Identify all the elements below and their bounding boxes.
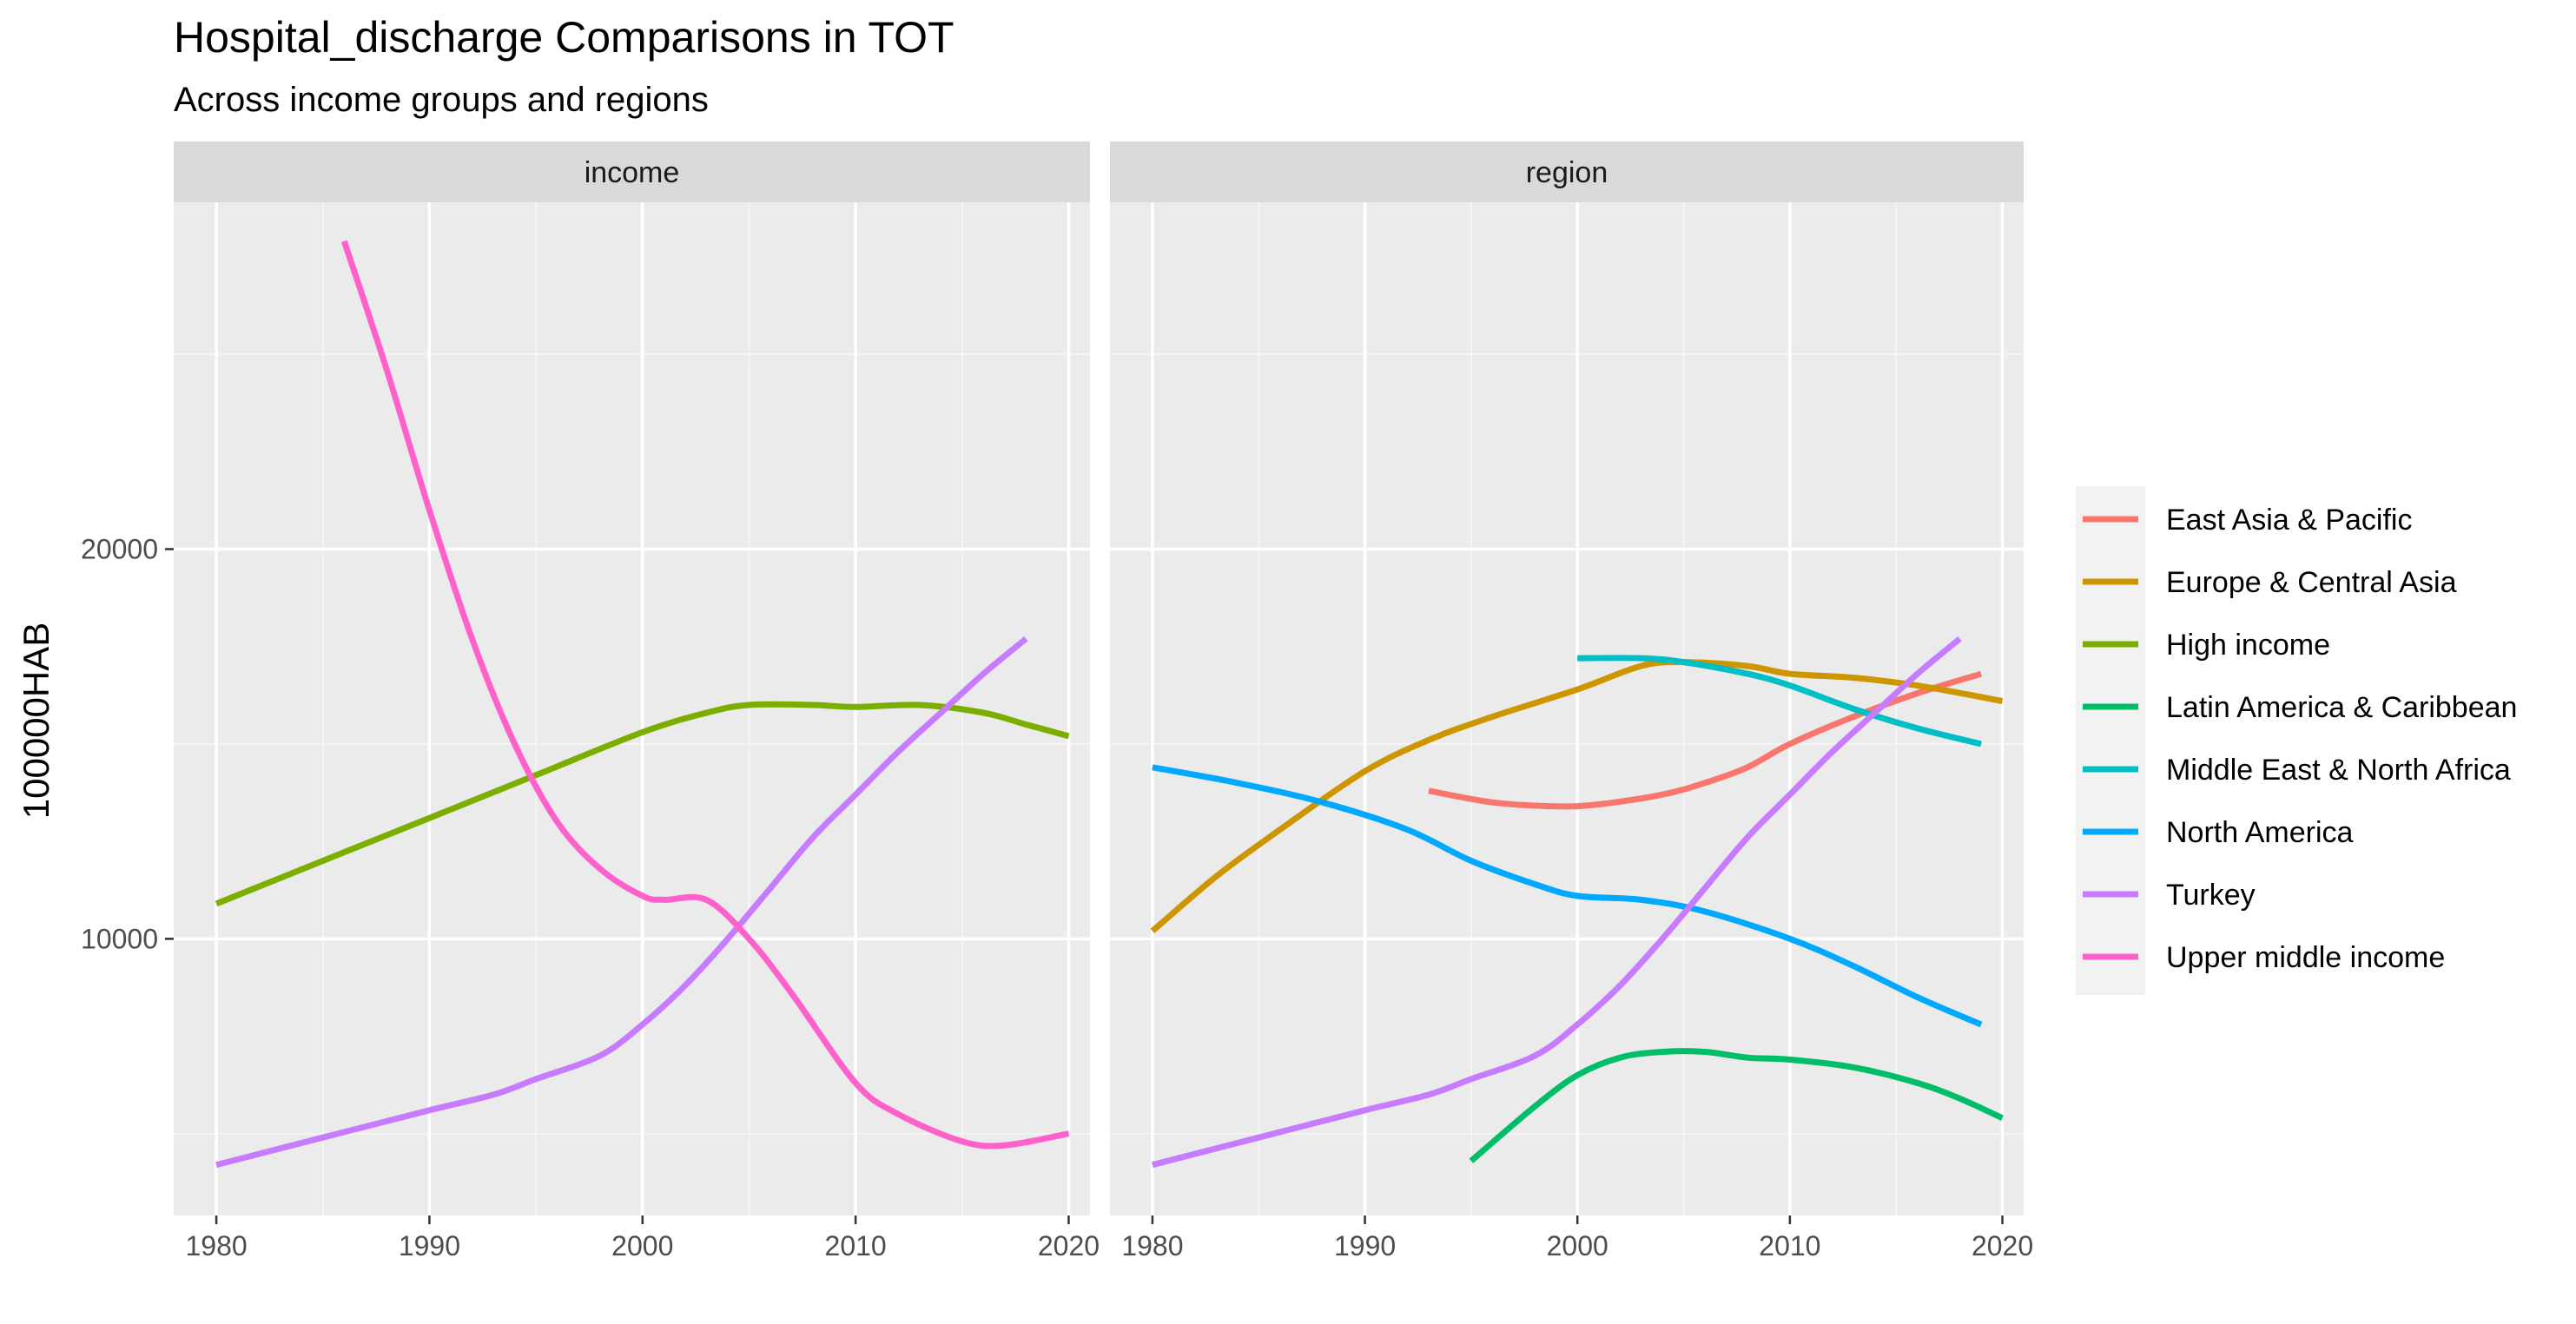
series-line-region-europe-central-asia	[1150, 659, 2004, 933]
x-tick-label-1990: 1990	[399, 1230, 460, 1261]
x-tick-label-2000: 2000	[611, 1230, 673, 1261]
series-line-region-north-america	[1152, 764, 1983, 1028]
chart-title: Hospital_discharge Comparisons in TOT	[174, 13, 954, 62]
x-tick-label-2020: 2020	[1038, 1230, 1100, 1261]
panel-region: region 1980 1990 2000 2010 2020	[1110, 142, 2033, 1261]
panel-income: income 1980 1990 2000 2010 2020 10000 20000	[81, 142, 1100, 1261]
x-tick-label-2000: 2000	[1547, 1230, 1608, 1261]
series-line-region-turkey	[1152, 636, 1962, 1169]
legend-label-upper-middle-income: Upper middle income	[2166, 941, 2445, 974]
strip-income	[174, 142, 1090, 202]
legend-label-high-income: High income	[2166, 629, 2330, 662]
strip-label-income: income	[585, 156, 680, 189]
facet-panels: income 1980 1990 2000 2010 2020 10000 20000 regi…	[81, 142, 2033, 1261]
y-axis-title: 100000HAB	[16, 622, 56, 820]
x-tick-label-1980: 1980	[1121, 1230, 1183, 1261]
strip-label-region: region	[1526, 156, 1608, 189]
x-tick-label-2020: 2020	[1972, 1230, 2033, 1261]
legend-label-turkey: Turkey	[2166, 879, 2256, 912]
legend-key-background	[2076, 486, 2145, 995]
legend-label-north-america: North America	[2166, 816, 2353, 849]
chart-subtitle: Across income groups and regions	[174, 81, 709, 119]
legend-label-east-asia-pacific: East Asia & Pacific	[2166, 504, 2412, 537]
legend-label-europe-central-asia: Europe & Central Asia	[2166, 566, 2457, 599]
legend-label-middle-east-north-africa: Middle East & North Africa	[2166, 754, 2511, 787]
strip-region	[1110, 142, 2024, 202]
x-tick-label-1980: 1980	[185, 1230, 247, 1261]
x-tick-label-2010: 2010	[825, 1230, 887, 1261]
y-tick-label-20000: 20000	[81, 533, 158, 564]
x-tick-label-1990: 1990	[1334, 1230, 1396, 1261]
series-line-income-high-income	[215, 701, 1070, 907]
legend: East Asia & Pacific Europe & Central Asia…	[2076, 486, 2517, 995]
series-line-income-turkey	[215, 636, 1028, 1169]
x-tick-label-2010: 2010	[1759, 1230, 1820, 1261]
series-line-region-latin-america-caribbean	[1469, 1048, 2004, 1163]
series-line-region-middle-east-north-africa	[1577, 655, 1982, 748]
y-tick-label-10000: 10000	[81, 923, 158, 954]
series-line-income-upper-middle-income	[340, 240, 1070, 1149]
legend-label-latin-america-caribbean: Latin America & Caribbean	[2166, 691, 2517, 724]
